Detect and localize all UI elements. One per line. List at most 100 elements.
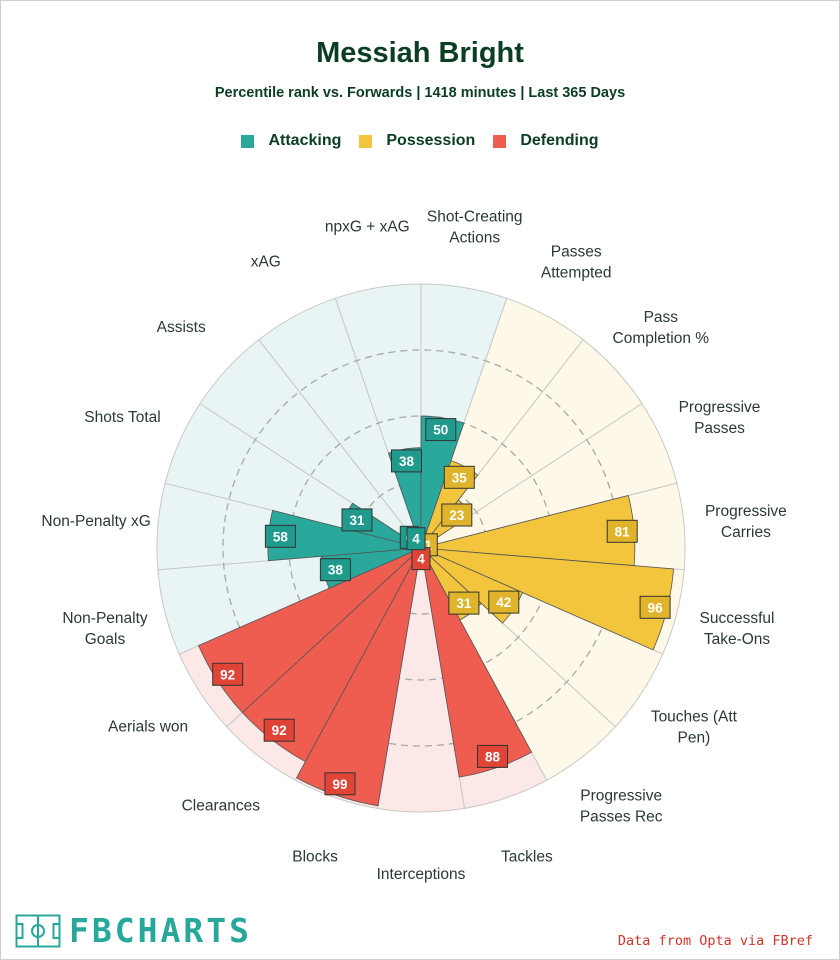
value-box <box>448 591 480 615</box>
value-label: 50 <box>433 423 448 438</box>
axis-label: Non-Penalty xG <box>41 513 150 530</box>
value-label: 96 <box>648 600 664 615</box>
logo-text: FBCHARTS <box>69 911 252 950</box>
value-box <box>477 744 508 768</box>
legend-label-defending: Defending <box>520 132 599 149</box>
value-box <box>488 590 520 614</box>
segment-bg <box>258 297 422 549</box>
value-label: 31 <box>456 596 472 611</box>
value-label: 58 <box>273 529 289 544</box>
segment-bars <box>198 415 675 807</box>
chart-subtitle: Percentile rank vs. Forwards | 1418 minu… <box>214 85 626 101</box>
legend-item-defending: Defending <box>493 132 599 150</box>
axis-label-line: Non-Penalty xG <box>41 513 150 530</box>
axis-label: Progressive Passes Rec <box>580 787 663 825</box>
axis-label-line: Progressive <box>580 787 662 804</box>
value-label: 92 <box>272 723 287 738</box>
axis-label: xAG <box>251 253 281 270</box>
value-box <box>263 718 295 742</box>
axis-label: Successful Take-Ons <box>700 610 775 648</box>
axis-label-line: Non-Penalty <box>62 610 148 627</box>
value-label: 38 <box>328 563 344 578</box>
value-label: 31 <box>349 513 365 528</box>
axis-label: Shots Total <box>84 409 160 426</box>
legend-label-possession: Possession <box>386 132 476 149</box>
axis-label-line: Interceptions <box>377 866 466 883</box>
fbcharts-logo: FBCHARTS <box>15 911 252 950</box>
axis-label-line: Blocks <box>292 848 338 865</box>
axis-label: Shot-Creating Actions <box>427 208 523 246</box>
value-box <box>443 465 475 489</box>
axis-label-line: Completion % <box>613 330 710 347</box>
axis-label: Blocks <box>292 848 338 865</box>
axis-label-line: Touches (Att <box>651 708 738 725</box>
value-box <box>639 595 671 619</box>
axis-label: Aerials won <box>108 718 188 735</box>
axis-label-line: Actions <box>449 229 500 246</box>
axis-label-line: Attempted <box>541 264 612 281</box>
axis-label-line: Carries <box>721 524 771 541</box>
value-label: 92 <box>220 667 235 682</box>
axis-label-line: Passes <box>694 420 745 437</box>
axis-label-line: Passes <box>551 243 602 260</box>
axis-label: Progressive Carries <box>705 503 787 541</box>
value-label: 35 <box>452 470 468 485</box>
axis-label: Tackles <box>501 848 553 865</box>
axis-label: Pass Completion % <box>613 309 710 347</box>
value-box <box>319 558 351 582</box>
value-box <box>264 524 296 548</box>
legend: Attacking Possession Defending <box>1 132 839 150</box>
axis-label-line: xAG <box>251 253 281 270</box>
axis-label: Clearances <box>182 797 261 814</box>
legend-item-attacking: Attacking <box>241 132 341 150</box>
axis-label: Non-Penalty Goals <box>62 610 148 648</box>
value-label: 4 <box>417 552 425 567</box>
legend-swatch-defending <box>493 134 507 148</box>
bar-attacking <box>420 415 465 549</box>
axis-label-line: Pen) <box>678 729 711 746</box>
axis-label-line: Shots Total <box>84 409 160 426</box>
value-box <box>391 449 422 473</box>
value-label: 88 <box>485 749 501 764</box>
axis-label-line: Clearances <box>182 797 261 814</box>
legend-label-attacking: Attacking <box>268 132 342 149</box>
axis-label: npxG + xAG <box>325 218 410 235</box>
axis-label-line: Assists <box>157 319 206 336</box>
value-label: 1 <box>425 538 433 553</box>
value-label: 42 <box>496 595 511 610</box>
value-box <box>324 772 356 796</box>
value-labels: 3850352318196423188499929238583164 <box>212 418 671 796</box>
value-label: 4 <box>412 532 420 547</box>
axis-label-line: Goals <box>85 631 126 648</box>
value-box <box>441 503 473 527</box>
chart-title: Messiah Bright <box>316 37 524 69</box>
axis-label-line: Take-Ons <box>704 631 771 648</box>
axis-label: Progressive Passes <box>679 399 761 437</box>
data-source: Data from Opta via FBref <box>617 933 813 949</box>
axis-label-line: npxG + xAG <box>325 218 410 235</box>
axis-label-line: Shot-Creating <box>427 208 523 225</box>
pitch-icon <box>15 914 61 947</box>
value-label: 99 <box>332 777 347 792</box>
legend-swatch-attacking <box>241 134 255 148</box>
value-box <box>341 508 373 532</box>
legend-item-possession: Possession <box>359 132 475 150</box>
axis-label: Assists <box>157 319 206 336</box>
axis-label: Interceptions <box>377 866 466 883</box>
axis-label-line: Pass <box>644 309 679 326</box>
axis-labels: npxG + xAG Shot-Creating Actions Passes Atte… <box>41 208 786 883</box>
value-label: 38 <box>399 454 415 469</box>
value-label: 81 <box>615 524 631 539</box>
legend-swatch-possession <box>359 134 373 148</box>
axis-label-line: Tackles <box>501 848 553 865</box>
value-label: 23 <box>449 508 465 523</box>
axis-label-line: Passes Rec <box>580 808 663 825</box>
axis-label: Passes Attempted <box>541 243 612 281</box>
value-box <box>425 418 457 442</box>
value-box <box>606 519 638 543</box>
axis-label-line: Progressive <box>705 503 787 520</box>
value-box <box>212 662 244 686</box>
axis-label-line: Progressive <box>679 399 761 416</box>
